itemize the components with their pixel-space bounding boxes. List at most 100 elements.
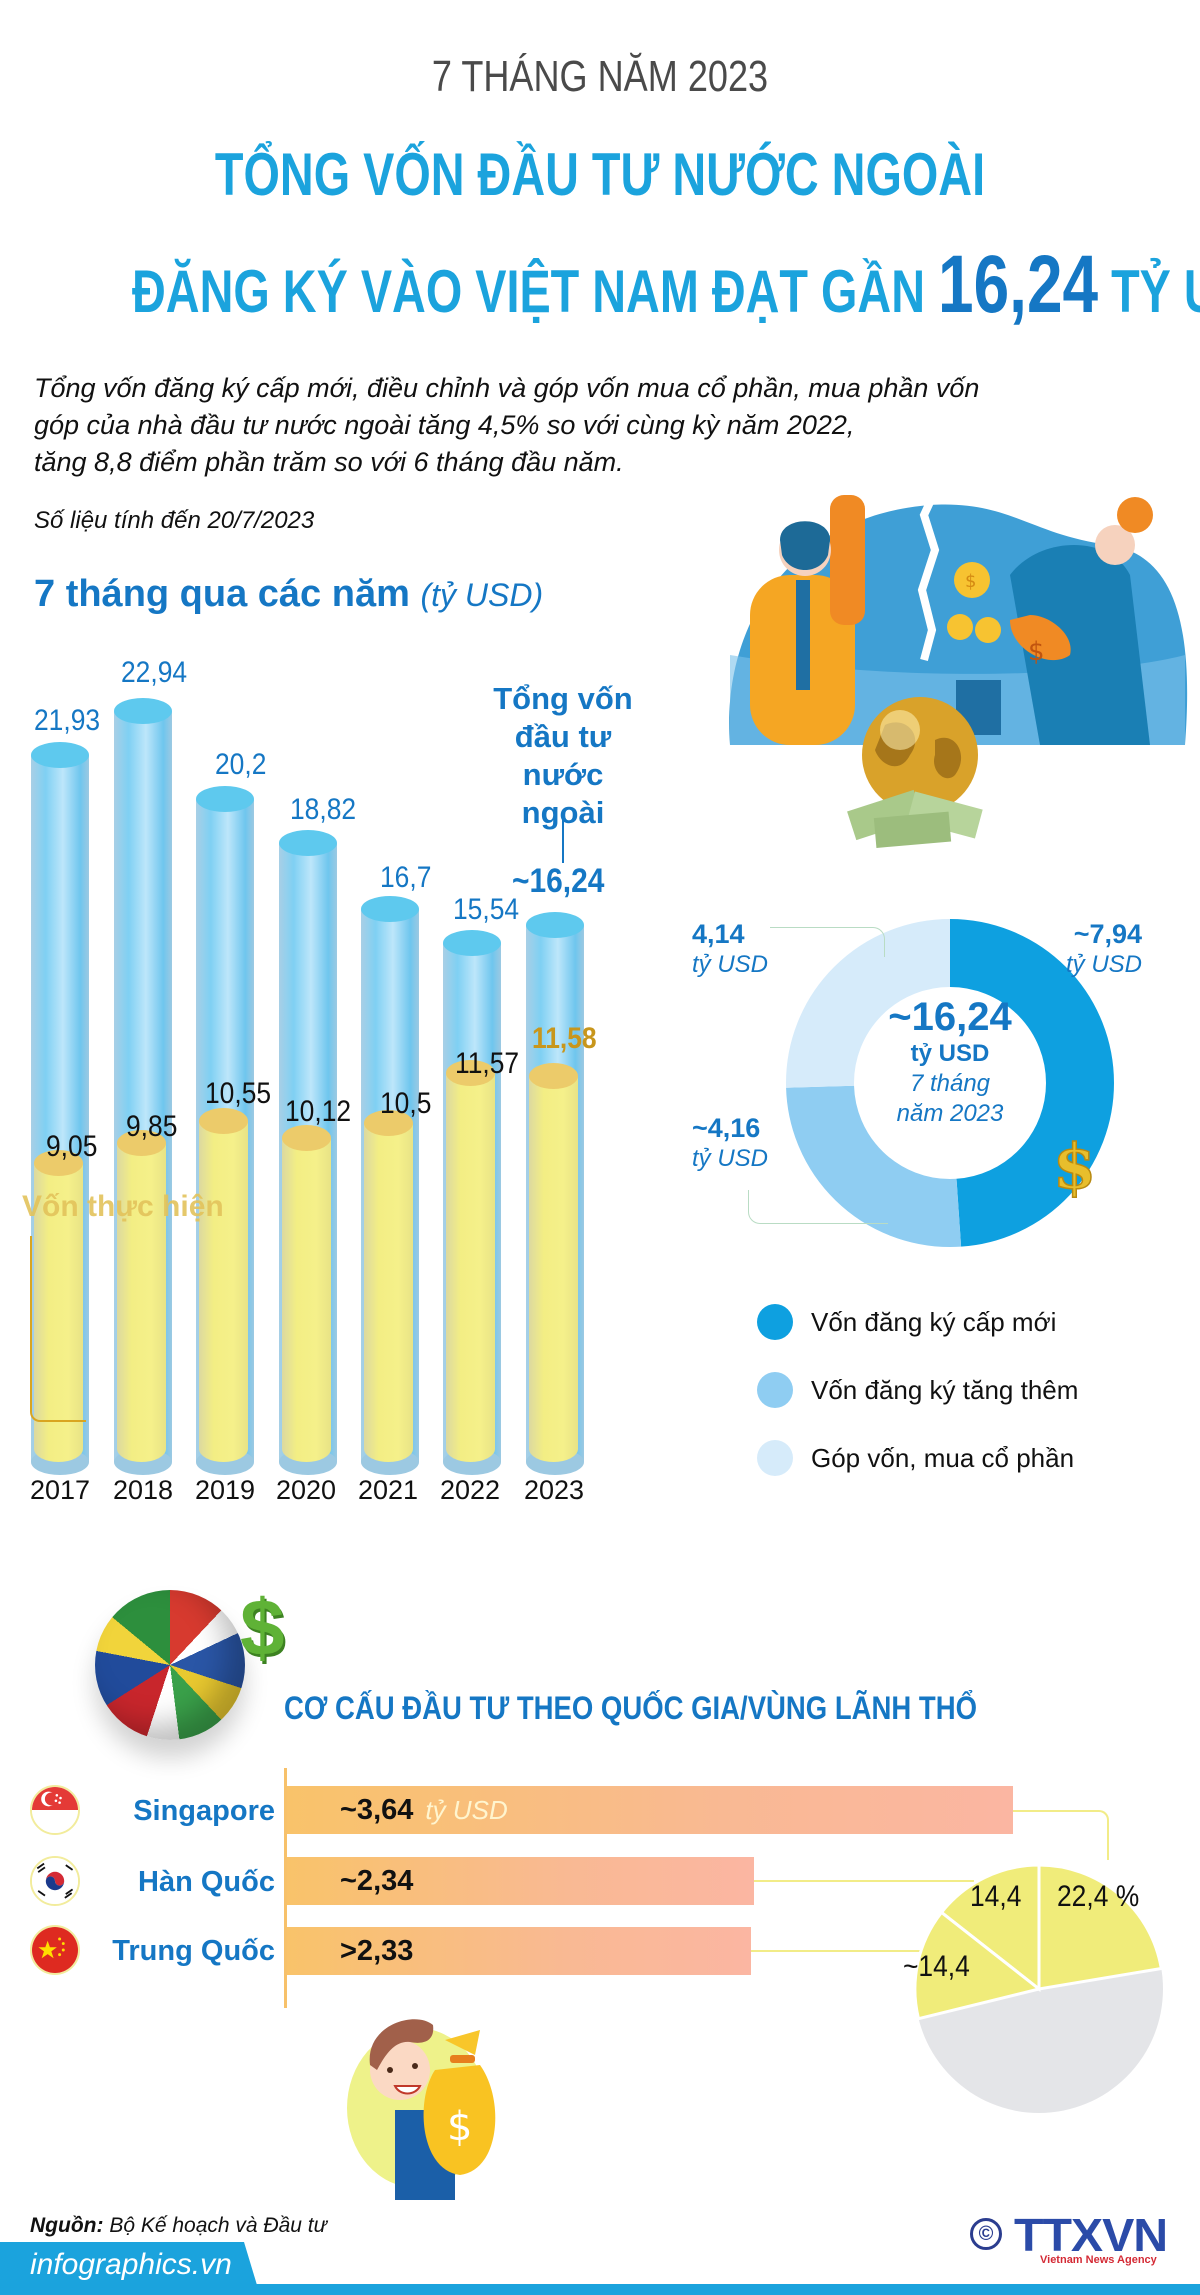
section-title-countries: CƠ CẤU ĐẦU TƯ THEO QUỐC GIA/VÙNG LÃNH TH…	[284, 1690, 978, 1726]
country-bar-value: ~3,64 tỷ USD	[340, 1786, 508, 1834]
donut-unit: tỷ USD	[1066, 951, 1143, 978]
donut-label-new: ~7,94 tỷ USD	[1066, 918, 1142, 980]
legend-swatch	[757, 1304, 793, 1340]
bar-realized-label: 11,57	[455, 1047, 520, 1080]
country-bar-korea	[287, 1857, 754, 1905]
axis-line	[284, 1768, 287, 2008]
connector-line	[1013, 1810, 1109, 1860]
legend-swatch	[757, 1372, 793, 1408]
bar-total-label: 22,94	[121, 656, 188, 689]
dollar-icon: $	[240, 1583, 285, 1672]
country-bar-value: ~2,34	[340, 1865, 414, 1897]
businessman-moneybag-illustration: $	[347, 2019, 496, 2200]
donut-period: năm 2023	[896, 1100, 1004, 1127]
bar-2023	[526, 912, 584, 1475]
bar-realized-label: 9,05	[46, 1130, 98, 1163]
source-note: Nguồn: Bộ Kế hoạch và Đầu tư	[30, 2214, 327, 2238]
legend-label: Vốn đăng ký cấp mới	[811, 1306, 1057, 1337]
year-label: 2019	[194, 1475, 256, 1505]
logo-text: TTXVN	[1014, 2209, 1168, 2261]
section-title-text: 7 tháng qua các năm	[34, 573, 410, 615]
country-bar-singapore	[287, 1786, 1013, 1834]
bar-2017	[31, 742, 89, 1475]
donut-label-shares: 4,14 tỷ USD	[692, 918, 768, 980]
bar-total-label: 20,2	[215, 748, 267, 781]
donut-center-label: ~16,24 tỷ USD 7 tháng năm 2023	[855, 995, 1045, 1129]
legend-label: Vốn đăng ký tăng thêm	[811, 1374, 1079, 1405]
bar-2018	[114, 698, 172, 1475]
legend-item-added: Vốn đăng ký tăng thêm	[757, 1356, 1078, 1424]
pie-label-korea: 14,4	[970, 1880, 1022, 1913]
intro-text: Tổng vốn đăng ký cấp mới, điều chỉnh và …	[34, 370, 1014, 481]
donut-unit: tỷ USD	[692, 951, 769, 978]
bar-total-label: 21,93	[34, 704, 101, 737]
country-name: Trung Quốc	[112, 1935, 275, 1967]
bar-2019	[196, 786, 254, 1475]
intro-line: góp của nhà đầu tư nước ngoài tăng 4,5% …	[34, 410, 855, 440]
legend-swatch	[757, 1440, 793, 1476]
main-title-line2: ĐĂNG KÝ VÀO VIỆT NAM ĐẠT GẦN 16,24 TỶ US…	[132, 238, 1200, 332]
bar-realized-label: 10,55	[205, 1077, 272, 1110]
bar-total-label: 15,54	[453, 893, 520, 926]
korea-flag-icon	[30, 1856, 80, 1906]
country-share-pie	[913, 1863, 1164, 2113]
bar-realized-label: 9,85	[126, 1110, 178, 1143]
country-row-singapore: Singapore	[0, 1785, 275, 1837]
china-flag-icon	[30, 1925, 80, 1975]
bar-total-label: 18,82	[290, 793, 357, 826]
bar-realized-label-2023: 11,58	[532, 1022, 597, 1055]
intro-line: Tổng vốn đăng ký cấp mới, điều chỉnh và …	[34, 373, 980, 403]
source-label: Nguồn:	[30, 2214, 104, 2237]
legend-label: Góp vốn, mua cổ phần	[811, 1442, 1075, 1473]
year-label: 2023	[523, 1475, 585, 1505]
label-total-investment: Tổng vốn đầu tư nước ngoài	[478, 680, 648, 832]
svg-text:$: $	[447, 2104, 472, 2150]
donut-unit: tỷ USD	[692, 1145, 769, 1172]
connector-line	[754, 1880, 974, 1882]
donut-value: ~4,16	[692, 1113, 761, 1143]
title-suffix: TỶ USD	[1111, 258, 1200, 325]
svg-text:$: $	[965, 571, 976, 592]
pie-label-singapore: 22,4 %	[1057, 1880, 1140, 1913]
donut-legend: Vốn đăng ký cấp mới Vốn đăng ký tăng thê…	[757, 1288, 1078, 1492]
country-row-china: Trung Quốc	[0, 1925, 275, 1977]
year-label: 2020	[275, 1475, 337, 1505]
singapore-flag-icon	[30, 1785, 80, 1835]
bar-2022	[443, 930, 501, 1475]
svg-text:$: $	[1028, 637, 1045, 667]
bar-realized-label: 10,12	[285, 1095, 352, 1128]
country-bar-china	[287, 1927, 751, 1975]
bar-total-label-2023: ~16,24	[512, 862, 605, 900]
donut-period: 7 tháng	[909, 1070, 991, 1097]
kicker-title: 7 THÁNG NĂM 2023	[431, 52, 769, 101]
year-label: 2018	[112, 1475, 174, 1505]
donut-label-added: ~4,16 tỷ USD	[692, 1112, 768, 1174]
bar-2021	[361, 896, 419, 1475]
investors-illustration: $ $	[729, 462, 1188, 848]
label-line: đầu tư	[514, 719, 612, 754]
connector-line	[751, 1950, 931, 1952]
label-line: Tổng vốn	[493, 681, 633, 716]
bar-unit: tỷ USD	[425, 1795, 508, 1825]
country-name: Hàn Quốc	[138, 1866, 275, 1898]
donut-value: 4,14	[692, 919, 745, 949]
footer-band	[0, 2284, 1200, 2295]
logo-subtitle: Vietnam News Agency	[1040, 2254, 1157, 2266]
site-link[interactable]: infographics.vn	[30, 2248, 232, 2281]
donut-total-value: ~16,24	[888, 995, 1012, 1039]
section-title-unit: (tỷ USD)	[420, 577, 544, 613]
legend-item-shares: Góp vốn, mua cổ phần	[757, 1424, 1078, 1492]
section-title-yearly: 7 tháng qua các năm (tỷ USD)	[34, 573, 543, 616]
pie-label-china: ~14,4	[903, 1950, 970, 1983]
connector-line	[748, 1190, 888, 1224]
realized-bracket-line	[30, 1236, 86, 1422]
country-name: Singapore	[133, 1795, 275, 1827]
bar-value: ~3,64	[340, 1794, 414, 1826]
source-value: Bộ Kế hoạch và Đầu tư	[109, 2214, 327, 2237]
bar-2020	[279, 830, 337, 1475]
bar-total-label: 16,7	[380, 861, 432, 894]
copyright-icon: ©	[970, 2218, 1002, 2250]
label-realized-capital: Vốn thực hiện	[22, 1190, 224, 1223]
svg-text:$: $	[1053, 1130, 1096, 1203]
bar-realized-label: 10,5	[380, 1087, 432, 1120]
